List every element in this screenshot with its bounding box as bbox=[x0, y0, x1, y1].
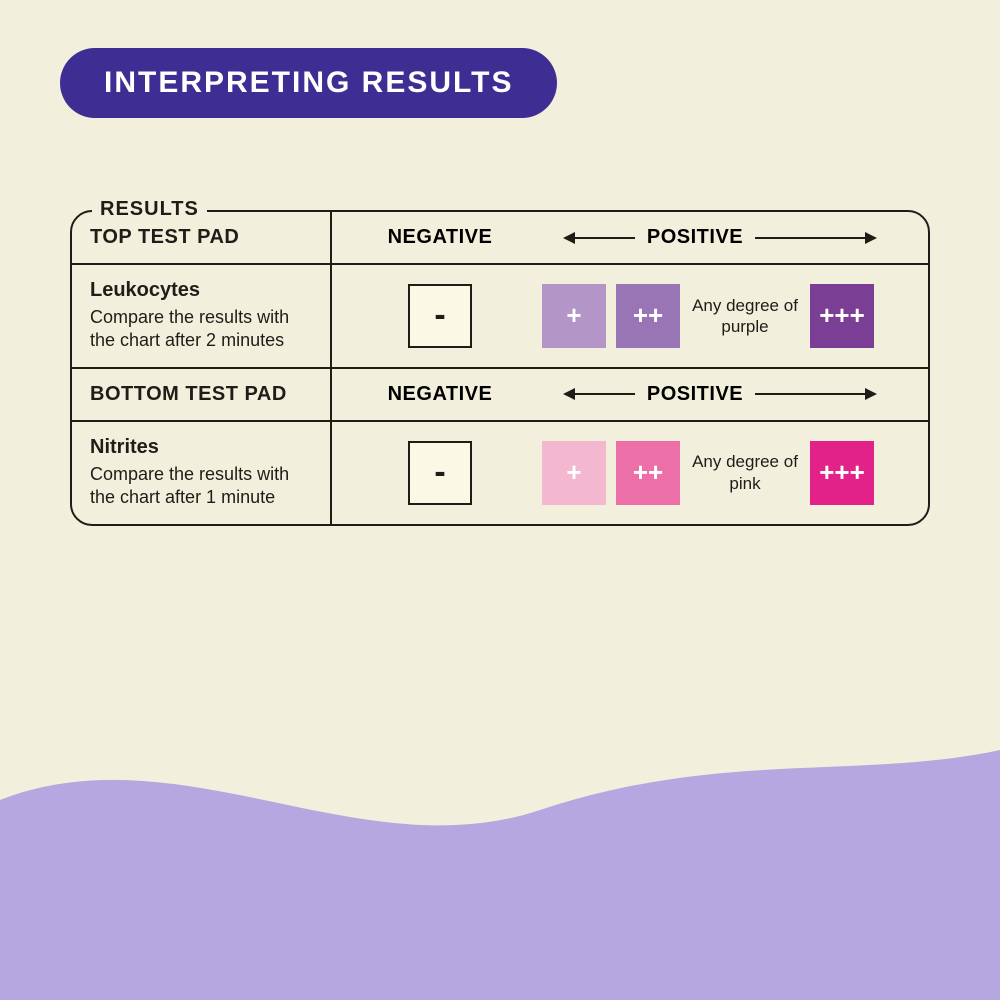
negative-label-1: NEGATIVE bbox=[350, 383, 530, 406]
note-1: Any degree of pink bbox=[690, 451, 800, 494]
swatch-pos-0-2: +++ bbox=[810, 284, 874, 348]
positive-label: POSITIVE bbox=[647, 226, 743, 249]
swatch-pos-1-2: +++ bbox=[810, 441, 874, 505]
swatch-pos-0-0: + bbox=[542, 284, 606, 348]
swatch-pos-1-0: + bbox=[542, 441, 606, 505]
analyte-name-1: Nitrites bbox=[90, 436, 312, 459]
header-pill: INTERPRETING RESULTS bbox=[60, 48, 557, 118]
swatch-pos-0-1: ++ bbox=[616, 284, 680, 348]
swatch-neg-1: - bbox=[408, 441, 472, 505]
swatch-neg-0: - bbox=[408, 284, 472, 348]
decorative-wave bbox=[0, 720, 1000, 1000]
arrow-left-icon bbox=[565, 393, 635, 395]
results-table: RESULTS TOP TEST PAD NEGATIVE POSITIVE L… bbox=[70, 210, 930, 526]
negative-label: NEGATIVE bbox=[350, 226, 530, 249]
analyte-desc-1: Compare the results with the chart after… bbox=[90, 463, 312, 510]
arrow-right-icon bbox=[755, 393, 875, 395]
pad-label-0: TOP TEST PAD bbox=[90, 226, 312, 249]
analyte-name-0: Leukocytes bbox=[90, 279, 312, 302]
analyte-desc-0: Compare the results with the chart after… bbox=[90, 306, 312, 353]
header-title: INTERPRETING RESULTS bbox=[104, 66, 513, 99]
pad-label-1: BOTTOM TEST PAD bbox=[90, 383, 312, 406]
arrow-left-icon bbox=[565, 237, 635, 239]
swatch-pos-1-1: ++ bbox=[616, 441, 680, 505]
table-legend: RESULTS bbox=[92, 198, 207, 221]
positive-label-1: POSITIVE bbox=[647, 383, 743, 406]
arrow-right-icon bbox=[755, 237, 875, 239]
note-0: Any degree of purple bbox=[690, 295, 800, 338]
